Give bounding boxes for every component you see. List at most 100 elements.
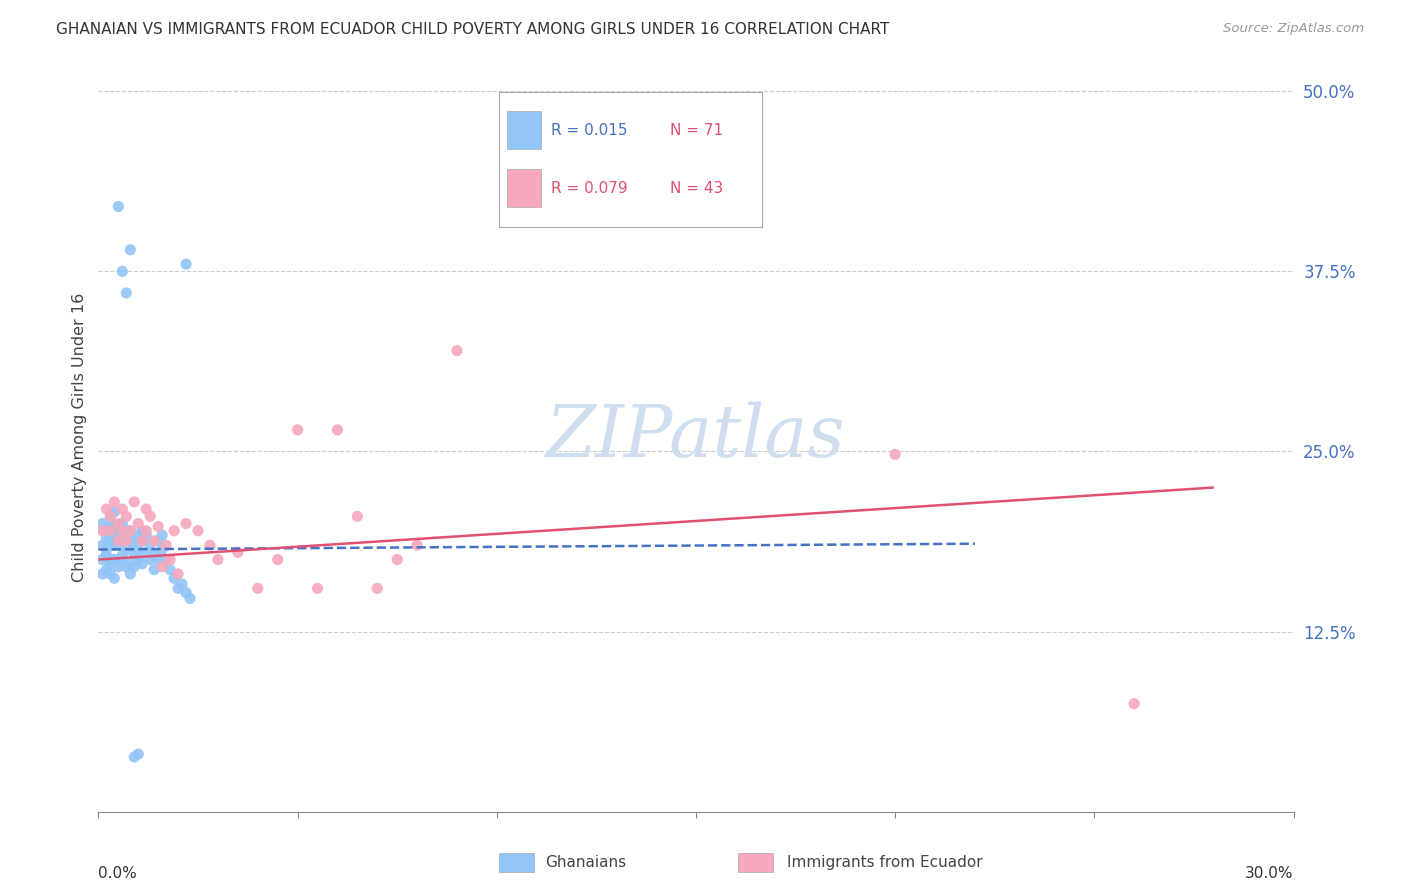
Point <box>366 582 388 596</box>
Point <box>103 495 125 509</box>
Point <box>565 170 588 185</box>
Text: Immigrants from Ecuador: Immigrants from Ecuador <box>787 855 983 870</box>
Point <box>103 505 125 519</box>
Point <box>115 559 138 574</box>
Point <box>187 524 209 538</box>
Point <box>103 571 125 585</box>
Point <box>103 519 125 533</box>
Point <box>135 502 157 516</box>
Point <box>120 524 142 538</box>
Point <box>246 582 269 596</box>
Point <box>98 557 122 571</box>
Point <box>124 750 146 764</box>
Point <box>91 566 114 581</box>
Point <box>111 516 134 531</box>
Point <box>115 542 138 557</box>
Point <box>98 533 122 548</box>
Point <box>150 542 173 557</box>
Point <box>107 538 129 552</box>
Point <box>174 257 197 271</box>
Point <box>111 548 134 562</box>
Point <box>115 285 138 300</box>
Point <box>155 538 177 552</box>
Point <box>111 528 134 542</box>
Point <box>131 557 153 571</box>
Point <box>143 533 166 548</box>
Point <box>124 533 146 548</box>
Point <box>143 548 166 562</box>
Point <box>143 563 166 577</box>
Point <box>385 552 409 566</box>
Point <box>91 524 114 538</box>
Point <box>124 559 146 574</box>
Point <box>96 531 118 545</box>
Point <box>96 548 118 562</box>
Point <box>884 447 907 461</box>
Point <box>226 545 249 559</box>
Point <box>287 423 309 437</box>
Point <box>115 509 138 524</box>
Point <box>346 509 368 524</box>
Point <box>135 528 157 542</box>
Text: 0.0%: 0.0% <box>98 866 138 881</box>
Point <box>124 495 146 509</box>
Point <box>150 528 173 542</box>
Text: GHANAIAN VS IMMIGRANTS FROM ECUADOR CHILD POVERTY AMONG GIRLS UNDER 16 CORRELATI: GHANAIAN VS IMMIGRANTS FROM ECUADOR CHIL… <box>56 22 890 37</box>
Point <box>120 557 142 571</box>
Text: Source: ZipAtlas.com: Source: ZipAtlas.com <box>1223 22 1364 36</box>
Point <box>127 542 149 557</box>
Point <box>107 200 129 214</box>
Point <box>98 566 122 581</box>
Point <box>167 582 190 596</box>
Point <box>107 533 129 548</box>
Point <box>98 552 122 566</box>
Point <box>107 533 129 548</box>
Point <box>174 585 197 599</box>
Point <box>107 552 129 566</box>
Point <box>307 582 329 596</box>
Point <box>127 747 149 761</box>
Point <box>127 528 149 542</box>
Point <box>135 524 157 538</box>
Point <box>172 577 194 591</box>
Point <box>139 538 162 552</box>
Y-axis label: Child Poverty Among Girls Under 16: Child Poverty Among Girls Under 16 <box>72 293 87 582</box>
Point <box>139 509 162 524</box>
Point <box>120 243 142 257</box>
Point <box>120 538 142 552</box>
Point <box>115 531 138 545</box>
Point <box>120 566 142 581</box>
Point <box>131 533 153 548</box>
Point <box>163 571 186 585</box>
Text: ZIPatlas: ZIPatlas <box>546 401 846 473</box>
Point <box>446 343 468 358</box>
Point <box>120 524 142 538</box>
Point <box>159 563 181 577</box>
Point <box>98 509 122 524</box>
Point <box>150 559 173 574</box>
Point <box>103 528 125 542</box>
Point <box>111 552 134 566</box>
Point <box>326 423 349 437</box>
Point <box>103 552 125 566</box>
Point <box>131 533 153 548</box>
Point <box>98 509 122 524</box>
Point <box>111 502 134 516</box>
Point <box>159 552 181 566</box>
Point <box>98 524 122 538</box>
Point <box>107 524 129 538</box>
Point <box>107 559 129 574</box>
Point <box>115 524 138 538</box>
Point <box>115 533 138 548</box>
Point <box>103 538 125 552</box>
Point <box>163 524 186 538</box>
Point <box>131 524 153 538</box>
Point <box>148 519 170 533</box>
Point <box>127 516 149 531</box>
Point <box>406 538 429 552</box>
Point <box>127 552 149 566</box>
Point <box>91 538 114 552</box>
Point <box>96 563 118 577</box>
Point <box>111 264 134 278</box>
Point <box>96 524 118 538</box>
